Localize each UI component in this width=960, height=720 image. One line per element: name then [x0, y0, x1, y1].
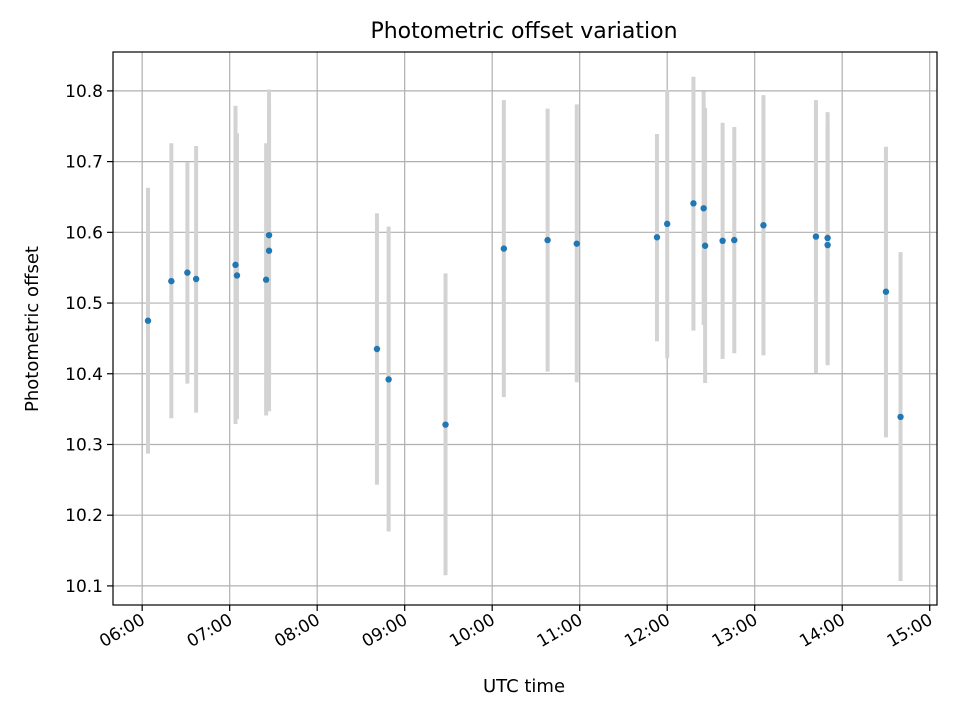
- data-point: [265, 247, 273, 254]
- data-point: [544, 236, 551, 244]
- x-tick-label: 11:00: [534, 610, 586, 652]
- chart-title: Photometric offset variation: [370, 19, 677, 44]
- y-tick-label: 10.1: [65, 577, 103, 597]
- y-axis-label: Photometric offset: [22, 246, 43, 412]
- data-point: [824, 241, 831, 249]
- data-point: [144, 317, 152, 324]
- error-bars: [146, 76, 903, 581]
- x-tick-label: 13:00: [709, 610, 761, 652]
- data-point: [265, 231, 273, 239]
- data-point: [573, 240, 580, 247]
- x-tick-label: 07:00: [184, 610, 236, 652]
- data-point: [653, 234, 661, 241]
- data-point: [719, 237, 726, 245]
- data-point: [232, 261, 239, 269]
- y-tick-label: 10.6: [65, 223, 103, 243]
- data-point: [500, 245, 508, 252]
- y-tick-label: 10.3: [65, 435, 103, 455]
- grid-lines: [113, 52, 937, 605]
- x-tick-label: 08:00: [271, 610, 323, 652]
- data-point: [760, 222, 767, 229]
- data-point: [168, 277, 175, 285]
- x-tick-label: 12:00: [621, 610, 673, 652]
- data-point: [812, 233, 820, 240]
- data-point: [701, 242, 709, 249]
- x-tick-label: 15:00: [884, 610, 936, 652]
- x-tick-label: 14:00: [796, 610, 848, 652]
- x-tick-label: 06:00: [96, 610, 148, 652]
- data-point: [663, 220, 671, 228]
- data-point: [385, 376, 392, 383]
- y-tick-label: 10.8: [65, 82, 103, 102]
- plot-frame: [112, 51, 938, 606]
- data-point: [882, 288, 890, 295]
- y-axis-ticks: 10.1 10.2 10.3 10.4 10.5 10.6 10.7 10.8: [65, 82, 113, 597]
- data-point: [731, 236, 738, 244]
- y-tick-label: 10.5: [65, 294, 103, 314]
- data-point: [897, 413, 904, 421]
- y-tick-label: 10.7: [65, 153, 103, 173]
- data-point: [192, 275, 200, 283]
- x-axis-ticks: 06:00 07:00 08:00 09:00 10:00 11:00 12:00 13:00…: [96, 605, 936, 652]
- data-point: [373, 345, 381, 353]
- x-tick-label: 09:00: [359, 610, 411, 652]
- data-point: [824, 234, 831, 242]
- data-point: [442, 421, 449, 428]
- data-point: [690, 200, 697, 207]
- data-point: [262, 276, 270, 283]
- y-tick-label: 10.2: [65, 506, 103, 526]
- data-point: [184, 269, 191, 276]
- data-point: [233, 272, 241, 279]
- y-tick-label: 10.4: [65, 365, 103, 385]
- data-point: [700, 205, 707, 212]
- data-points: [144, 200, 904, 428]
- x-tick-label: 10:00: [446, 610, 498, 652]
- x-axis-label: UTC time: [483, 676, 565, 697]
